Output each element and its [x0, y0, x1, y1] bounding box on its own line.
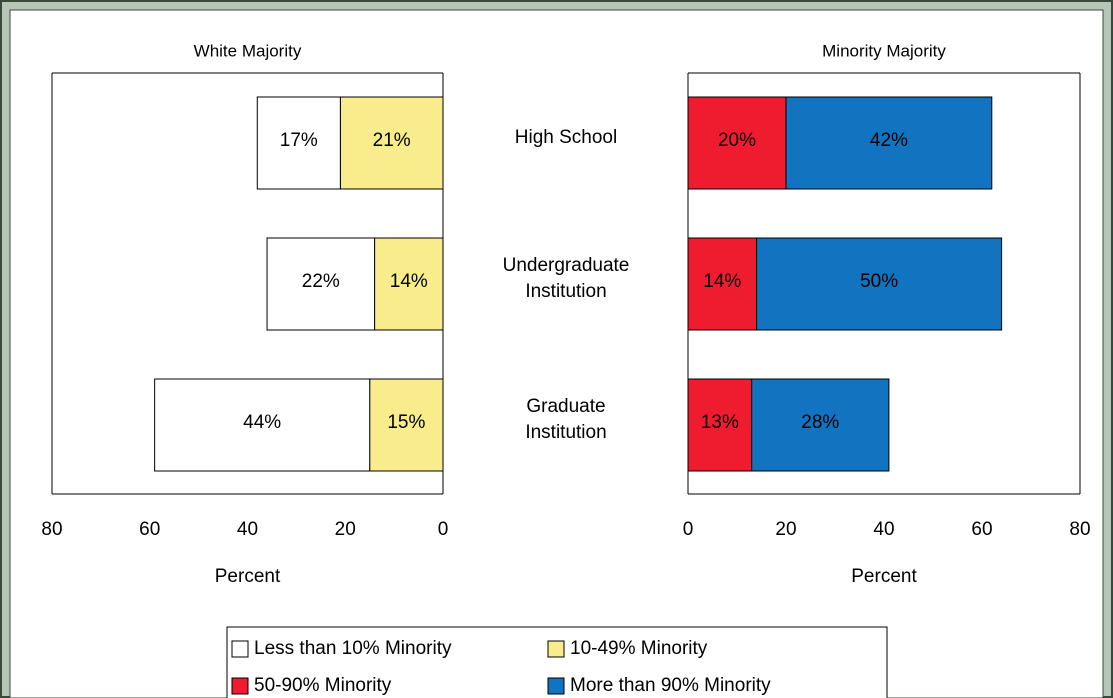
- value-label: 13%: [701, 412, 739, 433]
- value-label: 42%: [870, 130, 908, 151]
- x-tick-label: 80: [1069, 519, 1090, 540]
- x-tick-label: 40: [873, 519, 894, 540]
- bar: [687, 96, 787, 190]
- bar: [756, 237, 1003, 331]
- x-tick-label: 80: [41, 519, 62, 540]
- x-tick-label: 0: [683, 519, 694, 540]
- category-label: Institution: [525, 422, 606, 443]
- panel-title: White Majority: [194, 41, 302, 60]
- value-label: 22%: [302, 271, 340, 292]
- legend-swatch: [231, 640, 249, 658]
- x-tick-label: 60: [971, 519, 992, 540]
- category-label: High School: [515, 127, 617, 148]
- category-label: Graduate: [526, 396, 605, 417]
- x-axis-label: Percent: [215, 566, 281, 587]
- bar: [369, 378, 444, 472]
- value-label: 14%: [703, 271, 741, 292]
- x-axis-label: Percent: [851, 566, 917, 587]
- category-label: Undergraduate: [503, 255, 630, 276]
- bar: [339, 96, 444, 190]
- legend-label: 10-49% Minority: [570, 638, 708, 659]
- bar: [154, 378, 371, 472]
- value-label: 44%: [243, 412, 281, 433]
- category-label: Institution: [525, 281, 606, 302]
- x-tick-label: 20: [335, 519, 356, 540]
- x-tick-label: 40: [237, 519, 258, 540]
- legend-label: 50-90% Minority: [254, 675, 392, 696]
- bar: [751, 378, 890, 472]
- legend-swatch: [231, 677, 249, 695]
- bar: [785, 96, 993, 190]
- value-label: 17%: [280, 130, 318, 151]
- legend-swatch: [547, 640, 565, 658]
- value-label: 15%: [387, 412, 425, 433]
- plot: White Majority Percent 80 60 40 20 0 21% 17% 14% 2…: [41, 41, 1091, 698]
- value-label: 28%: [801, 412, 839, 433]
- value-label: 20%: [718, 130, 756, 151]
- bar: [687, 237, 758, 331]
- value-label: 14%: [390, 271, 428, 292]
- legend-label: More than 90% Minority: [570, 675, 771, 696]
- value-label: 50%: [860, 271, 898, 292]
- bar: [266, 237, 376, 331]
- x-tick-label: 20: [775, 519, 796, 540]
- x-tick-label: 0: [438, 519, 449, 540]
- legend-swatch: [547, 677, 565, 695]
- panel-title: Minority Majority: [822, 41, 946, 60]
- value-label: 21%: [373, 130, 411, 151]
- x-tick-label: 60: [139, 519, 160, 540]
- legend-label: Less than 10% Minority: [254, 638, 452, 659]
- bar: [256, 96, 341, 190]
